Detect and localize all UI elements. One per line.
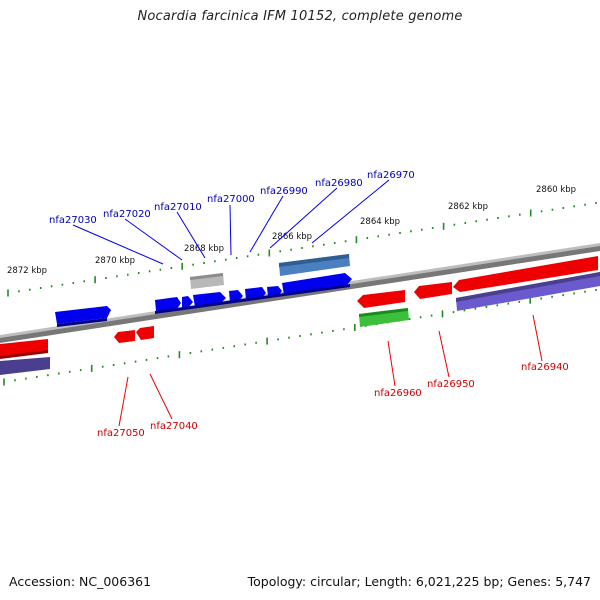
gene-label-nfa27030[interactable]: nfa27030 [49, 215, 97, 226]
reverse-leaders [118, 314, 543, 427]
gene-arrow-shadow [0, 350, 48, 359]
gene-label-nfa27020[interactable]: nfa27020 [103, 209, 151, 220]
forward-leaders [72, 179, 390, 265]
gene-arrow[interactable] [182, 296, 193, 309]
gene-label-nfa27040[interactable]: nfa27040 [150, 421, 198, 432]
cds-band-top-edge [279, 254, 349, 267]
gene-arrow[interactable] [414, 282, 452, 299]
ruler-label-2866: 2866 kbp [272, 232, 312, 242]
gene-arrow[interactable] [136, 326, 154, 340]
reverse-genes [0, 256, 600, 375]
gene-arrow[interactable] [55, 306, 111, 324]
gene-label-nfa26960[interactable]: nfa26960 [374, 388, 422, 399]
gene-label-nfa26980[interactable]: nfa26980 [315, 178, 363, 189]
gene-arrow [57, 318, 107, 327]
accession-text: Accession: NC_006361 [9, 574, 152, 589]
gene-label-nfa26940[interactable]: nfa26940 [521, 362, 569, 373]
gene-arrow[interactable] [357, 290, 405, 308]
ruler-label-2870: 2870 kbp [95, 256, 135, 266]
gene-arrow[interactable] [155, 297, 181, 311]
gene-label-nfa26970[interactable]: nfa26970 [367, 170, 415, 181]
genome-summary-text: Topology: circular; Length: 6,021,225 bp… [247, 574, 591, 589]
gene-label-nfa27050[interactable]: nfa27050 [97, 428, 145, 439]
cds-band-bottom-edge [456, 272, 600, 302]
reverse-ruler [3, 289, 597, 386]
gene-arrow[interactable] [114, 330, 135, 343]
forward-genes [55, 254, 352, 327]
cds-band-bottom[interactable] [0, 357, 50, 375]
gene-label-nfa26990[interactable]: nfa26990 [260, 186, 308, 197]
gene-arrow[interactable] [453, 256, 598, 292]
ruler-label-2862: 2862 kbp [448, 202, 488, 212]
forward-ruler [7, 202, 597, 297]
gene-label-nfa27010[interactable]: nfa27010 [154, 202, 202, 213]
gene-arrow[interactable] [282, 273, 352, 295]
gene-label-nfa27000[interactable]: nfa27000 [207, 194, 255, 205]
rrna-gene-edge [359, 308, 408, 317]
gene-arrow-shadow [155, 284, 350, 314]
genome-title: Nocardia farcinica IFM 10152, complete g… [137, 9, 463, 24]
pseudo-gene-top [190, 273, 223, 280]
ruler-label-2864: 2864 kbp [360, 217, 400, 227]
ruler-label-2860: 2860 kbp [536, 185, 576, 195]
ruler-label-2872: 2872 kbp [7, 266, 47, 276]
ruler-label-2868: 2868 kbp [184, 244, 224, 254]
gene-label-nfa26950[interactable]: nfa26950 [427, 379, 475, 390]
